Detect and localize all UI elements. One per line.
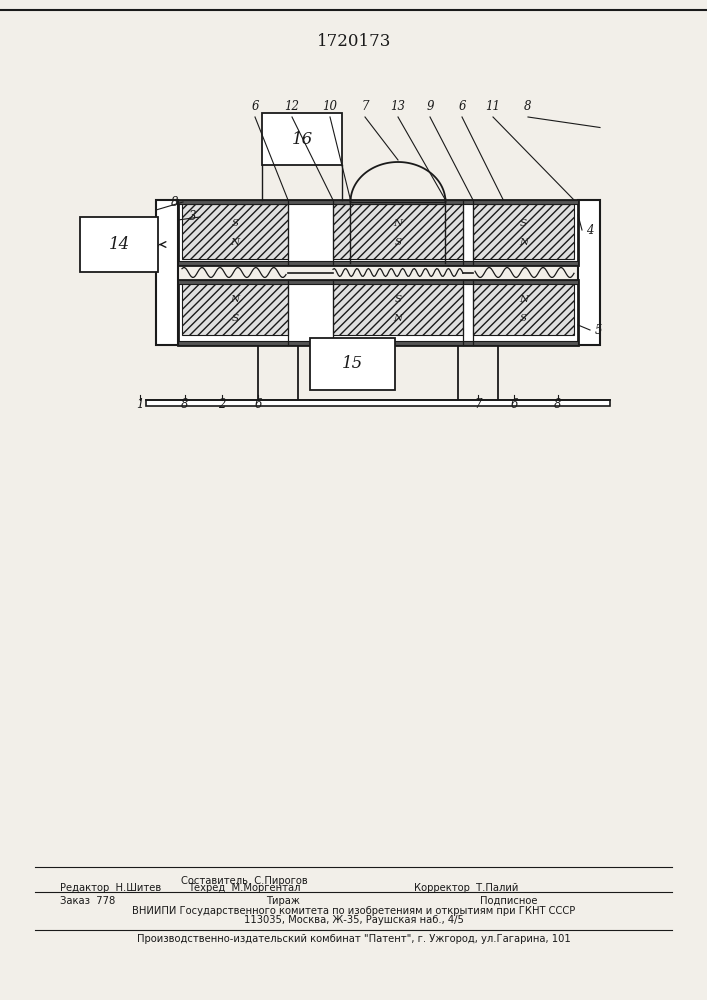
Text: 7: 7 bbox=[361, 101, 369, 113]
Bar bbox=[182, 283, 288, 335]
Text: S: S bbox=[231, 314, 238, 323]
Text: N: N bbox=[393, 219, 402, 228]
Bar bbox=[178, 200, 578, 265]
Text: Техред  М.Моргентал: Техред М.Моргентал bbox=[187, 883, 300, 893]
Bar bbox=[310, 338, 395, 390]
Bar bbox=[333, 283, 463, 335]
Text: Производственно-издательский комбинат "Патент", г. Ужгород, ул.Гагарина, 101: Производственно-издательский комбинат "П… bbox=[136, 934, 571, 944]
Bar bbox=[578, 200, 600, 345]
Text: ВНИИПИ Государственного комитета по изобретениям и открытиям при ГКНТ СССР: ВНИИПИ Государственного комитета по изоб… bbox=[132, 906, 575, 916]
Text: Корректор  Т.Палий: Корректор Т.Палий bbox=[414, 883, 519, 893]
Bar bbox=[178, 200, 578, 204]
Text: 16: 16 bbox=[291, 130, 312, 147]
Bar bbox=[156, 200, 178, 345]
Text: 8: 8 bbox=[171, 196, 179, 209]
Text: N: N bbox=[519, 295, 528, 304]
Text: 1: 1 bbox=[136, 398, 144, 412]
Text: 14: 14 bbox=[108, 236, 129, 253]
Text: 6: 6 bbox=[251, 101, 259, 113]
Text: Составитель  С.Пирогов: Составитель С.Пирогов bbox=[180, 876, 308, 886]
Bar bbox=[178, 280, 578, 345]
Bar bbox=[178, 341, 578, 345]
Bar bbox=[178, 280, 578, 284]
Text: N: N bbox=[519, 238, 528, 247]
Text: 8: 8 bbox=[181, 398, 189, 412]
Text: 4: 4 bbox=[586, 224, 594, 236]
Bar bbox=[80, 217, 158, 272]
Text: S: S bbox=[231, 219, 238, 228]
Bar bbox=[473, 283, 574, 335]
Text: 2: 2 bbox=[218, 398, 226, 412]
Text: 9: 9 bbox=[426, 101, 434, 113]
Text: 6: 6 bbox=[510, 398, 518, 412]
Text: 1720173: 1720173 bbox=[317, 33, 391, 50]
Text: 8: 8 bbox=[554, 398, 562, 412]
Text: 13: 13 bbox=[390, 101, 406, 113]
Text: S: S bbox=[520, 219, 527, 228]
Text: N: N bbox=[230, 295, 240, 304]
Text: Редактор  Н.Шитев: Редактор Н.Шитев bbox=[60, 883, 161, 893]
Bar bbox=[182, 204, 288, 259]
Text: Подписное: Подписное bbox=[480, 896, 538, 906]
Text: 12: 12 bbox=[284, 101, 300, 113]
Text: 7: 7 bbox=[474, 398, 481, 412]
Text: 5: 5 bbox=[595, 324, 602, 336]
Bar bbox=[262, 113, 342, 165]
Text: S: S bbox=[395, 238, 402, 247]
Text: 3: 3 bbox=[189, 211, 197, 224]
Text: 8: 8 bbox=[525, 101, 532, 113]
Text: 6: 6 bbox=[255, 398, 262, 412]
Text: 11: 11 bbox=[486, 101, 501, 113]
Text: 6: 6 bbox=[458, 101, 466, 113]
Text: Тираж: Тираж bbox=[266, 896, 300, 906]
Bar bbox=[473, 204, 574, 259]
Bar bbox=[333, 204, 463, 259]
Text: N: N bbox=[230, 238, 240, 247]
Text: 15: 15 bbox=[342, 356, 363, 372]
Text: 10: 10 bbox=[322, 101, 337, 113]
Text: Заказ  778: Заказ 778 bbox=[60, 896, 115, 906]
Text: N: N bbox=[393, 314, 402, 323]
Bar bbox=[146, 400, 610, 406]
Text: S: S bbox=[520, 314, 527, 323]
Text: 113035, Москва, Ж-35, Раушская наб., 4/5: 113035, Москва, Ж-35, Раушская наб., 4/5 bbox=[244, 915, 463, 925]
Text: S: S bbox=[395, 295, 402, 304]
Bar bbox=[178, 261, 578, 265]
